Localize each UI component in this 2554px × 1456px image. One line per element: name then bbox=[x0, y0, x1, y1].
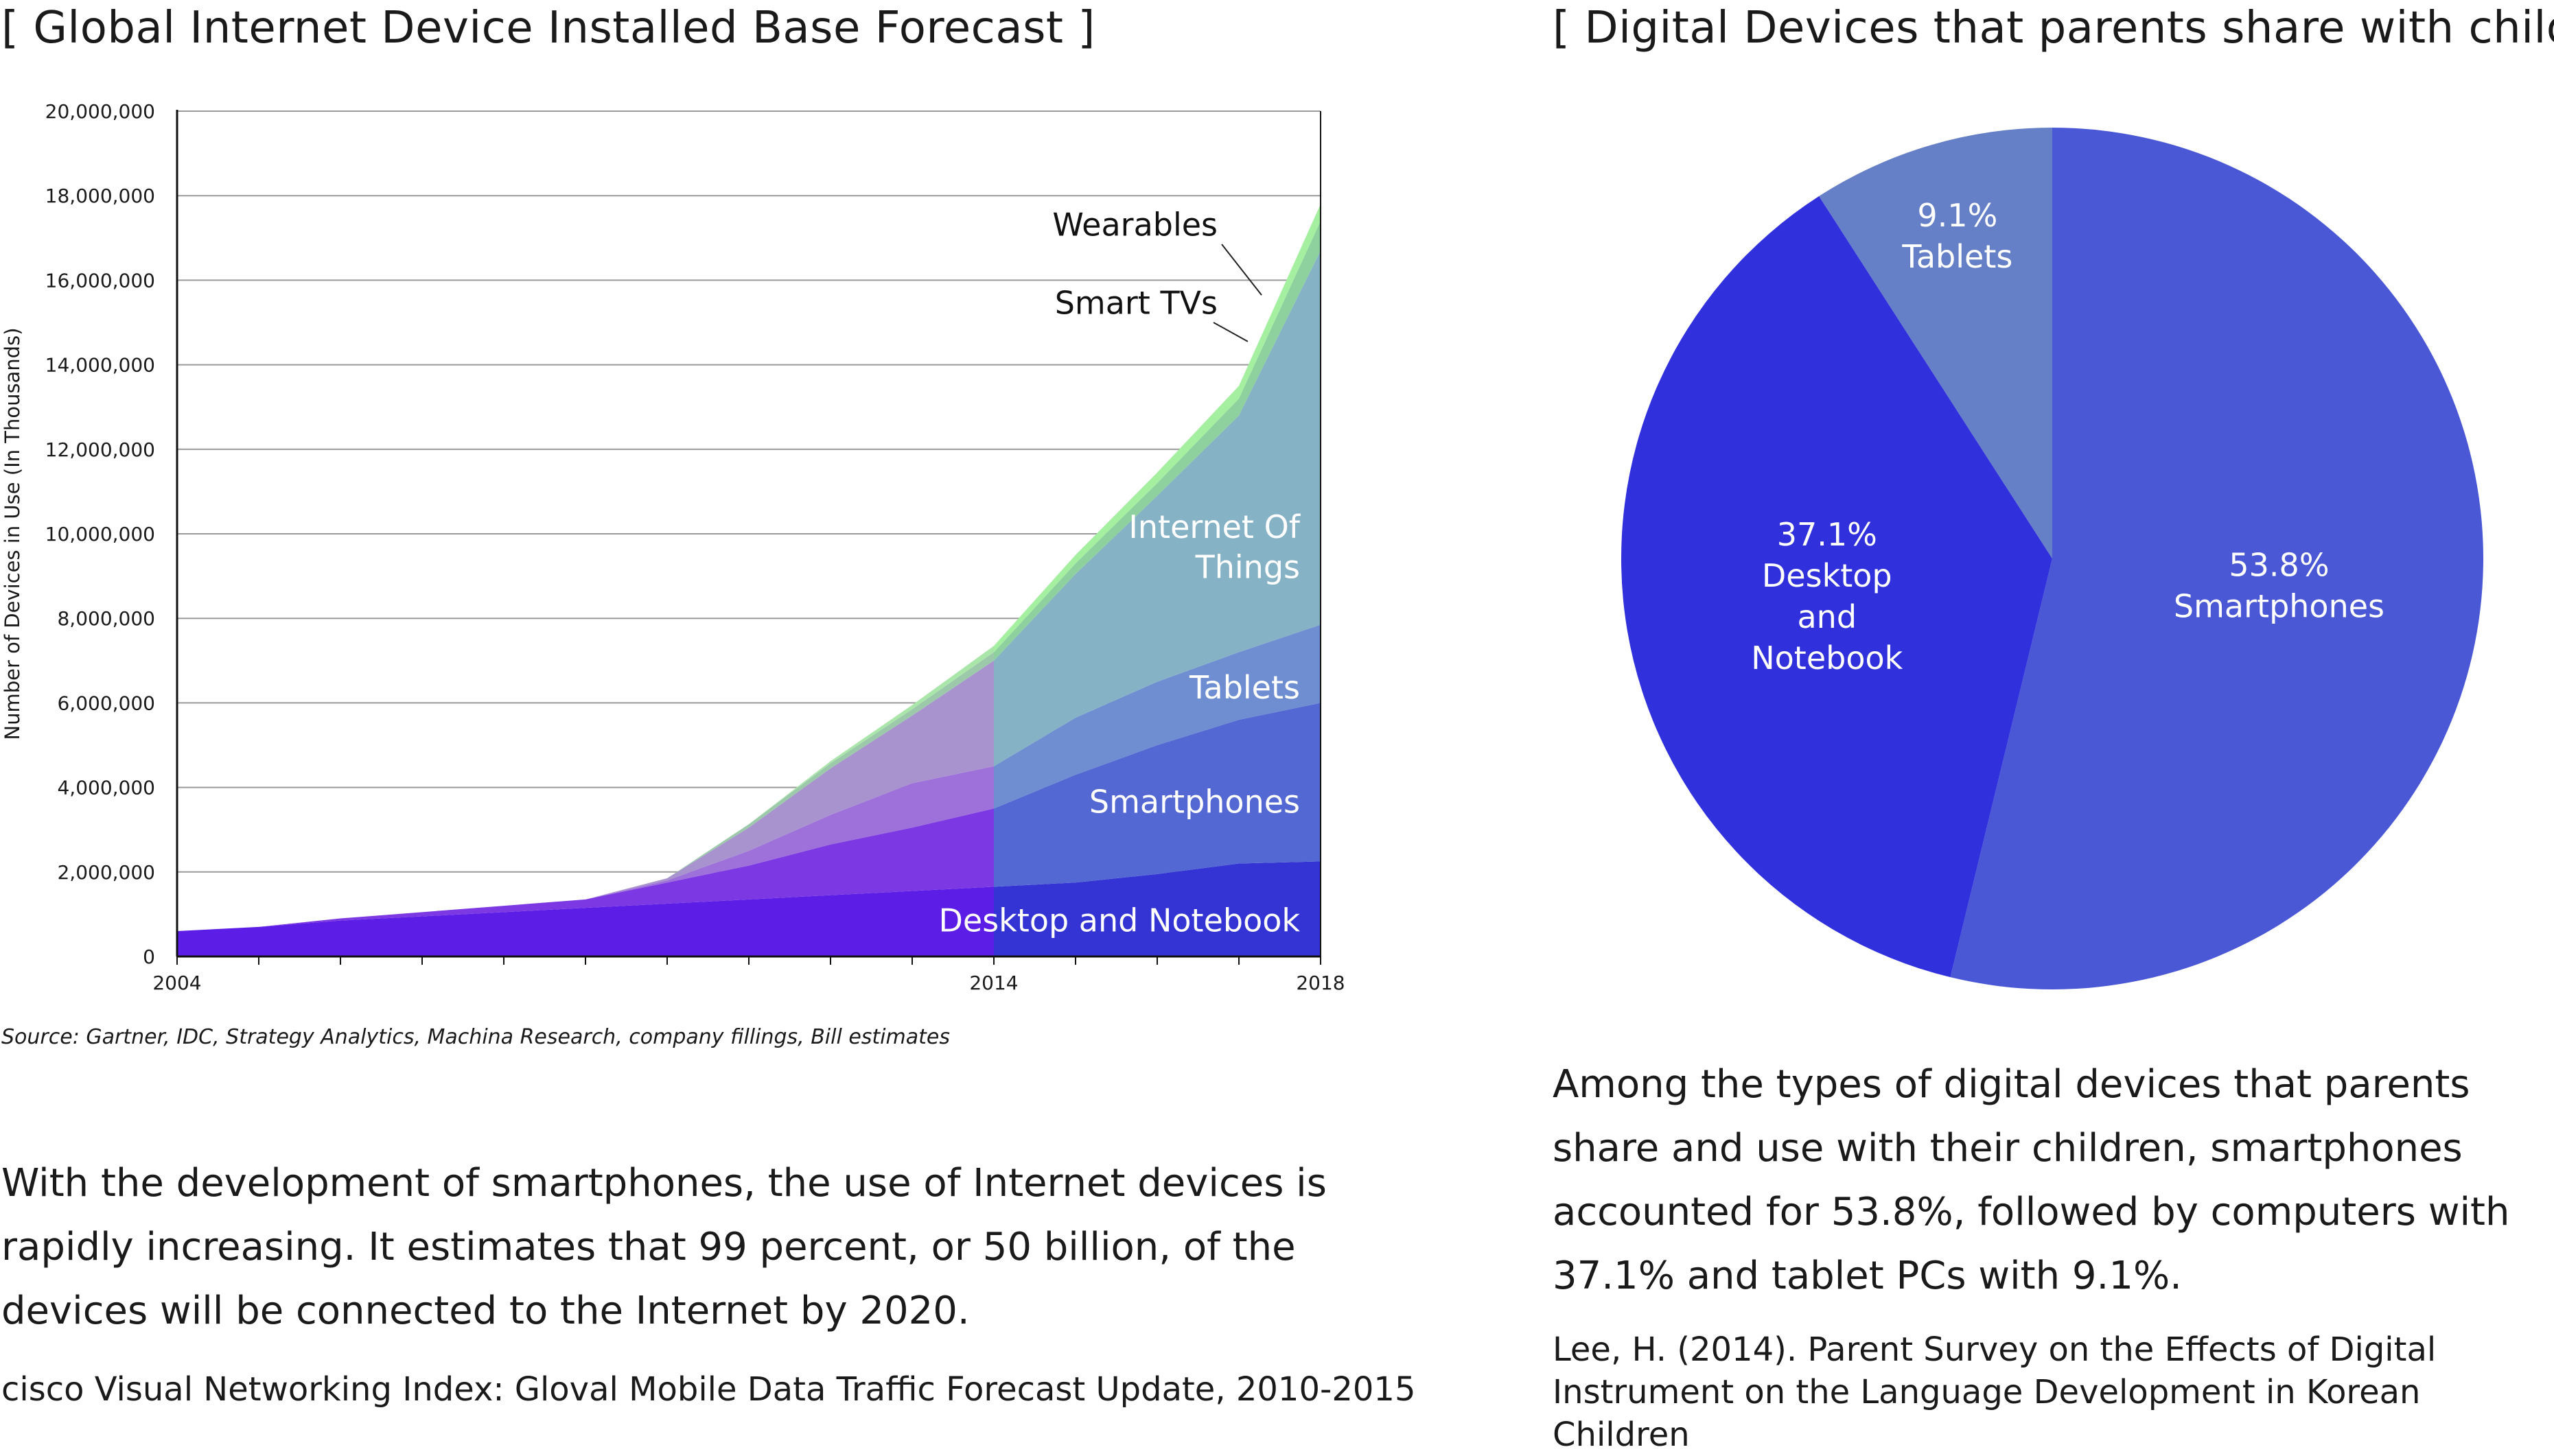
y-tick-label: 10,000,000 bbox=[45, 523, 155, 545]
series-label-smartphones: Smartphones bbox=[1089, 784, 1300, 821]
y-axis-label: Number of Devices in Use (In Thousands) bbox=[1, 327, 24, 740]
pie-percent-tablets: 9.1% bbox=[1917, 197, 1997, 234]
area-smartphones-historical bbox=[177, 808, 994, 932]
pie-label-desktop-and-notebook: Notebook bbox=[1751, 639, 1903, 677]
y-tick-label: 0 bbox=[143, 946, 155, 968]
series-label-tablets: Tablets bbox=[1189, 669, 1300, 706]
pie-label-desktop-and-notebook: Desktop bbox=[1762, 557, 1892, 594]
area-internet-of-things-historical bbox=[177, 660, 994, 932]
smart-tvs-leader-line bbox=[1213, 322, 1249, 342]
area-desktop-and-notebook-historical bbox=[177, 886, 994, 956]
left-description: With the development of smartphones, the… bbox=[1, 1161, 1327, 1333]
right-description: Among the types of digital devices that … bbox=[1553, 1062, 2510, 1298]
pie-slice-desktop-and-notebook bbox=[1621, 196, 2052, 978]
area-tablets-forecast bbox=[994, 624, 1321, 809]
y-tick-label: 8,000,000 bbox=[57, 607, 155, 630]
y-tick-label: 16,000,000 bbox=[45, 269, 155, 292]
y-tick-label: 4,000,000 bbox=[57, 777, 155, 799]
series-label-internet-of-things-line2: Things bbox=[1195, 549, 1300, 586]
series-label-desktop-and-notebook: Desktop and Notebook bbox=[938, 902, 1300, 939]
chart-source-note: Source: Gartner, IDC, Strategy Analytics… bbox=[1, 1025, 950, 1049]
pie-label-tablets: Tablets bbox=[1901, 238, 2012, 275]
area-smartphones-forecast bbox=[994, 703, 1321, 887]
x-tick-label: 2004 bbox=[152, 972, 201, 994]
right-reference: Lee, H. (2014). Parent Survey on the Eff… bbox=[1553, 1330, 2437, 1454]
area-internet-of-things-forecast bbox=[994, 250, 1321, 766]
x-tick-label: 2014 bbox=[969, 972, 1018, 994]
left-reference: cisco Visual Networking Index: Gloval Mo… bbox=[1, 1370, 1416, 1409]
area-desktop-and-notebook-forecast bbox=[994, 861, 1321, 956]
y-tick-label: 6,000,000 bbox=[57, 692, 155, 714]
series-label-wearables: Wearables bbox=[1052, 207, 1218, 244]
installed-base-area-chart: 0 2,000,000 4,000,000 6,000,000 8,000,000 10,… bbox=[1, 100, 1345, 994]
y-tick-label: 18,000,000 bbox=[45, 185, 155, 207]
x-tick-label: 2018 bbox=[1296, 972, 1345, 994]
pie-percent-smartphones: 53.8% bbox=[2229, 547, 2329, 584]
wearables-leader-line bbox=[1221, 244, 1262, 296]
pie-label-smartphones: Smartphones bbox=[2174, 588, 2384, 625]
left-chart-title: [ Global Internet Device Installed Base … bbox=[1, 3, 1095, 54]
pie-slice-tablets bbox=[1819, 128, 2052, 559]
series-label-internet-of-things-line1: Internet Of bbox=[1128, 508, 1301, 545]
area-smart-tvs-forecast bbox=[994, 221, 1321, 661]
y-tick-label: 14,000,000 bbox=[45, 354, 155, 377]
pie-slice-smartphones bbox=[1950, 128, 2483, 989]
y-tick-label: 2,000,000 bbox=[57, 861, 155, 884]
pie-label-desktop-and-notebook: and bbox=[1797, 598, 1857, 635]
shared-devices-pie-chart: 53.8% Smartphones 37.1% Desktop and Notebook 9… bbox=[1621, 128, 2483, 989]
right-chart-title: [ Digital Devices that parents share wit… bbox=[1553, 3, 2554, 54]
pie-percent-desktop-and-notebook: 37.1% bbox=[1777, 516, 1877, 553]
series-label-smart-tvs: Smart TVs bbox=[1055, 285, 1218, 322]
y-tick-label: 20,000,000 bbox=[45, 100, 155, 123]
y-tick-label: 12,000,000 bbox=[45, 438, 155, 461]
